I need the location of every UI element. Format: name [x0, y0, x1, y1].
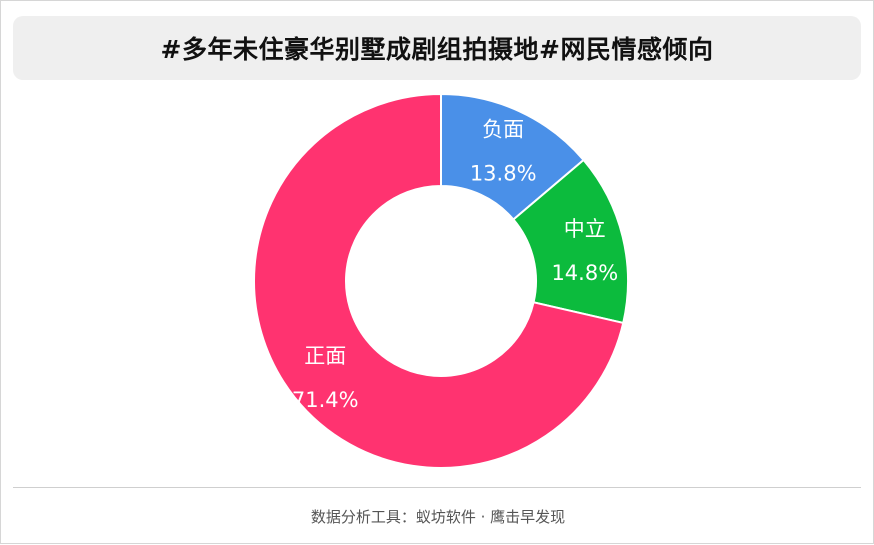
- donut-slice-2: [253, 92, 625, 469]
- slice-category-label: 负面: [482, 118, 524, 142]
- chart-title: #多年未住豪华别墅成剧组拍摄地#网民情感倾向: [160, 35, 714, 64]
- footer-source: 数据分析工具：蚁坊软件 · 鹰击早发现: [310, 508, 566, 526]
- slice-percent-label: 14.8%: [551, 261, 618, 285]
- slice-category-label: 正面: [304, 344, 346, 368]
- title-bar: #多年未住豪华别墅成剧组拍摄地#网民情感倾向: [13, 16, 861, 80]
- footer-divider: [13, 487, 861, 488]
- slice-percent-label: 13.8%: [470, 162, 537, 186]
- slice-category-label: 中立: [564, 217, 606, 241]
- slice-percent-label: 71.4%: [292, 388, 359, 412]
- donut-slice-1: [512, 158, 629, 325]
